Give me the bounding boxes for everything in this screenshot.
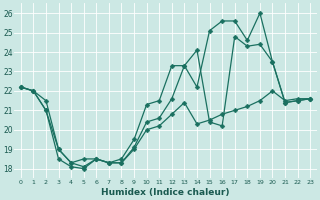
X-axis label: Humidex (Indice chaleur): Humidex (Indice chaleur) — [101, 188, 230, 197]
